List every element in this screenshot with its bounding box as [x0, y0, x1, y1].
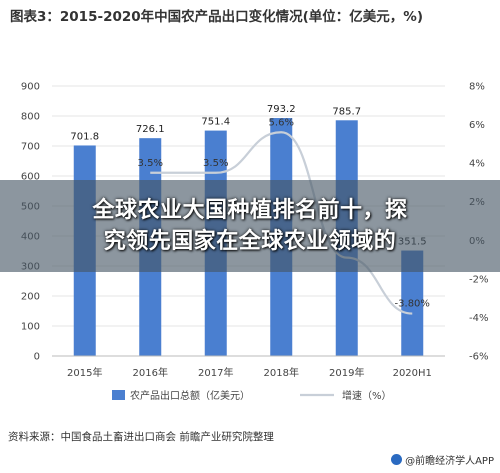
growth-value-labels: 3.5% 3.5% 5.6% -3.80%	[138, 117, 430, 309]
x-tick-label: 2020H1	[393, 368, 432, 379]
right-tick-label: -2%	[469, 274, 488, 285]
left-tick-label: 900	[21, 82, 40, 93]
growth-value-label: 3.5%	[138, 158, 163, 169]
headline-line-1: 全球农业大国种植排名前十，探	[92, 198, 408, 223]
right-tick-label: -6%	[469, 352, 488, 363]
headline-overlay-text: 全球农业大国种植排名前十，探 究领先国家在全球农业领域的	[20, 195, 480, 257]
bar-value-label: 701.8	[70, 131, 99, 142]
right-tick-label: 6%	[469, 120, 485, 131]
headline-overlay-band	[0, 180, 500, 272]
right-tick-label: -4%	[469, 313, 488, 324]
left-tick-label: 0	[34, 352, 40, 363]
right-tick-label: 4%	[469, 159, 485, 170]
x-tick-label: 2017年	[198, 366, 233, 379]
growth-value-label: -3.80%	[395, 299, 430, 310]
left-tick-label: 800	[21, 112, 40, 123]
x-tick-label: 2019年	[329, 366, 364, 379]
x-tick-label: 2016年	[133, 366, 168, 379]
growth-line-series	[150, 131, 413, 315]
growth-value-label: 5.6%	[269, 117, 294, 128]
growth-value-label: 3.5%	[203, 158, 228, 169]
bar	[401, 250, 424, 356]
left-tick-label: 100	[21, 322, 40, 333]
headline-line-2: 究领先国家在全球农业领域的	[103, 229, 397, 254]
x-tick-label: 2015年	[67, 366, 102, 379]
watermark: @前瞻经济学人APP	[391, 452, 494, 467]
legend-line-label: 增速（%）	[342, 389, 392, 402]
bar-value-label: 726.1	[136, 124, 165, 135]
legend-bar-swatch	[112, 390, 125, 400]
legend-bar-label: 农产品出口总额（亿美元）	[130, 389, 250, 402]
brand-logo-icon	[391, 454, 403, 465]
x-tick-label: 2018年	[264, 366, 299, 379]
left-tick-label: 700	[21, 142, 40, 153]
source-note: 资料来源：中国食品土畜进出口商会 前瞻产业研究院整理	[8, 431, 274, 443]
bar-value-label: 751.4	[201, 117, 230, 128]
chart-title: 图表3：2015-2020年中国农产品出口变化情况(单位：亿美元，%)	[10, 9, 424, 25]
bar-value-label: 785.7	[332, 106, 361, 117]
growth-line	[150, 131, 413, 315]
left-tick-label: 200	[21, 292, 40, 303]
left-tick-label: 600	[21, 172, 40, 183]
bar-value-label: 793.2	[267, 104, 296, 115]
right-tick-label: 8%	[469, 82, 485, 93]
legend: 农产品出口总额（亿美元） 增速（%）	[112, 389, 392, 402]
watermark-text: @前瞻经济学人APP	[405, 456, 494, 467]
x-axis-ticks: 2015年 2016年 2017年 2018年 2019年 2020H1	[52, 355, 445, 379]
